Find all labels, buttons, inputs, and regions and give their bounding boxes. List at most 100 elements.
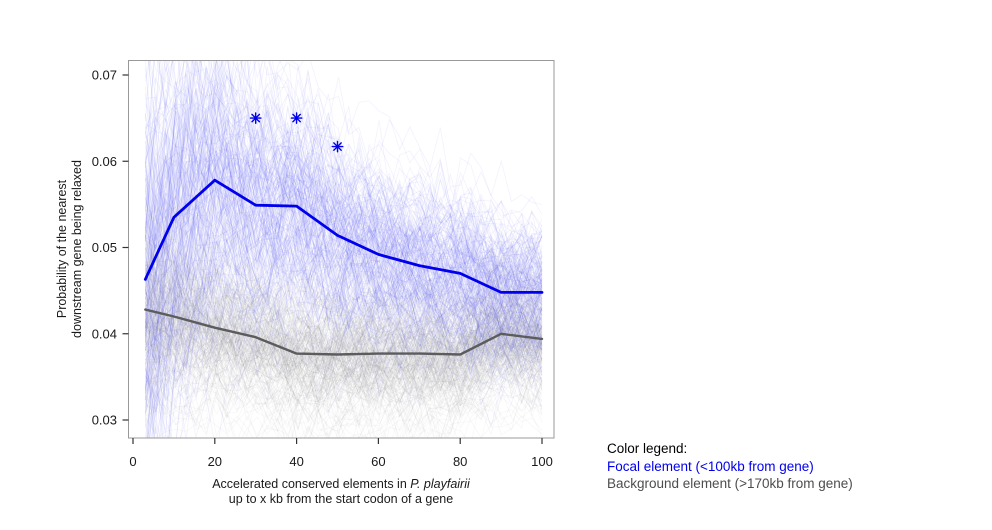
background-replicate-line [144,262,543,343]
focal-replicate-line [144,138,543,303]
background-replicate-line [144,279,543,360]
focal-replicate-line [144,61,543,251]
focal-replicate-line [144,229,543,382]
background-replicate-line [144,302,543,398]
significance-asterisk [331,140,344,153]
focal-replicate-line [144,185,543,435]
background-replicate-line [144,221,543,342]
focal-replicate-line [144,61,543,258]
focal-replicate-line [144,90,543,300]
background-replicate-line [144,310,543,408]
background-replicate-line [144,325,543,408]
focal-replicate-line [144,61,543,268]
background-replicate-line [144,283,543,389]
focal-replicate-line [149,239,543,438]
background-replicate-line [144,275,543,368]
focal-replicate-line [144,218,543,399]
x-tick-label: 80 [453,454,467,469]
background-replicate-line [145,211,543,296]
background-replicate-line [144,288,543,423]
focal-replicate-line [144,196,543,397]
background-replicate-line [144,304,543,404]
focal-replicate-line [144,156,543,332]
focal-replicate-line [144,61,543,254]
background-replicate-line [144,354,543,438]
focal-replicate-line [144,117,543,327]
focal-replicate-line [144,162,543,332]
focal-replicate-line [144,73,543,284]
background-replicate-line [144,272,543,373]
focal-replicate-line [145,140,543,311]
x-axis-title-species: P. playfairii [410,477,471,491]
background-replicate-line [145,300,543,399]
focal-replicate-line [144,158,543,389]
focal-replicate-line [145,127,543,336]
focal-replicate-line [144,101,543,310]
focal-replicate-line [144,149,543,423]
focal-replicate-line [145,113,543,317]
background-replicate-line [144,358,543,438]
focal-replicate-line [144,89,543,299]
background-replicate-line [144,264,543,362]
background-replicate-line [144,268,543,352]
background-replicate-line [145,297,543,359]
focal-replicate-line [163,277,543,438]
background-replicate-line [144,296,543,391]
focal-replicate-line [144,154,543,338]
focal-replicate-line [144,234,543,353]
background-replicate-line [145,259,543,363]
background-replicate-line [145,252,543,354]
focal-replicate-line [144,216,543,414]
background-replicate-line [145,257,543,361]
background-replicate-line [145,273,543,367]
focal-replicate-line [161,310,543,438]
background-replicate-line [145,325,543,410]
focal-replicate-line [145,79,543,290]
focal-replicate-line [144,150,543,305]
background-replicate-line [145,328,543,401]
background-replicate-line [144,288,543,387]
background-replicate-line [145,269,543,353]
focal-replicate-line [144,61,543,261]
background-replicate-line [144,315,543,409]
focal-replicate-line [144,157,543,369]
focal-replicate-line [144,108,543,304]
background-replicate-line [144,216,543,327]
background-replicate-line [145,373,543,438]
background-replicate-line [145,297,543,377]
background-replicate-line [144,326,543,406]
x-axis-title-line2: up to x kb from the start codon of a gen… [229,492,453,506]
focal-replicate-line [144,61,543,294]
background-replicate-line [144,318,543,413]
focal-replicate-line [144,61,543,238]
focal-replicate-line [151,246,543,438]
background-replicate-line [144,207,543,319]
focal-replicate-line [144,156,543,305]
background-replicate-line [145,240,543,346]
background-replicate-line [144,245,543,371]
focal-replicate-line [144,65,543,268]
focal-replicate-line [144,116,543,313]
background-replicate-line [145,326,543,404]
background-replicate-line [144,282,543,381]
focal-replicate-line [144,106,543,328]
focal-replicate-line [144,244,543,438]
background-replicate-line [144,304,543,395]
focal-replicate-line [144,158,543,428]
focal-replicate-line [144,61,543,290]
focal-replicate-line [144,156,543,309]
focal-replicate-line [144,89,543,301]
focal-replicate-line [144,222,543,365]
focal-replicate-line [144,177,543,438]
background-replicate-line [145,330,543,410]
focal-replicate-line [144,137,543,321]
focal-replicate-line [144,222,543,438]
y-axis-title-line2: downstream gene being relaxed [70,160,84,338]
focal-replicate-line [144,162,543,334]
focal-replicate-line [144,88,543,290]
background-replicate-line [144,271,543,370]
background-replicate-line [145,262,543,348]
focal-replicate-line [144,224,543,418]
background-replicate-line [144,289,543,379]
